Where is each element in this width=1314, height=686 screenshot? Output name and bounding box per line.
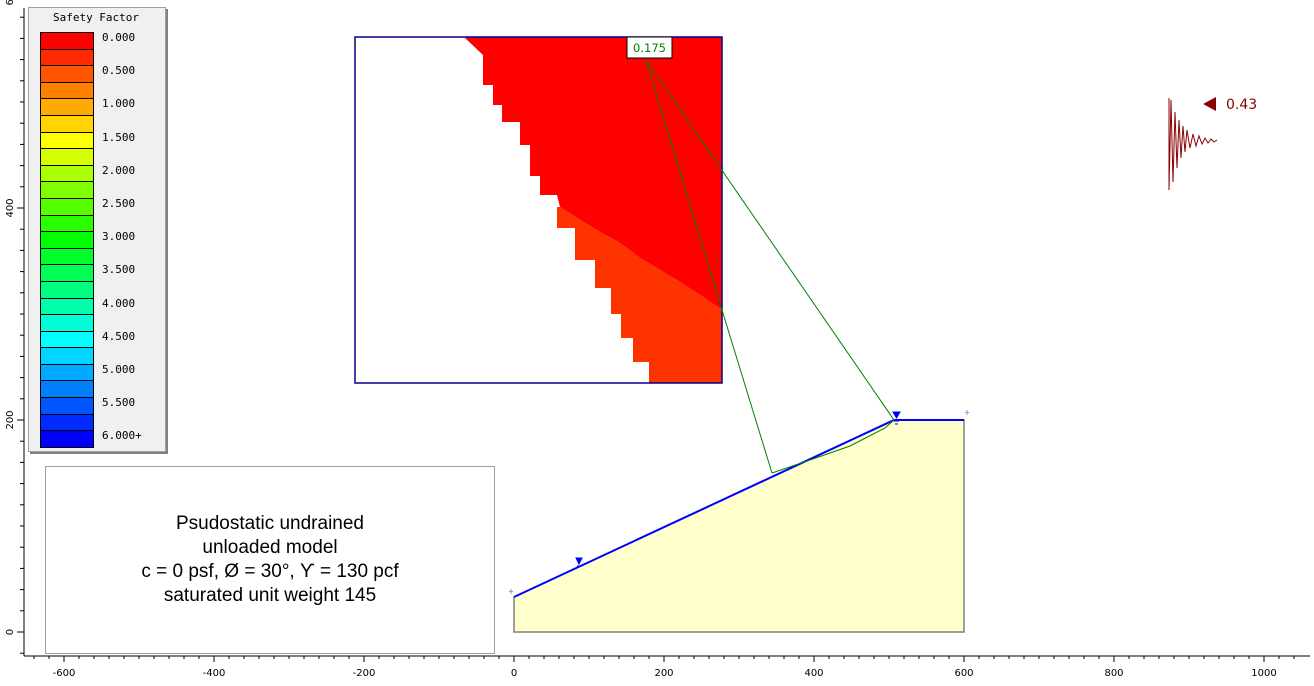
x-tick-label: -400 [203, 668, 226, 679]
legend-swatch [41, 82, 93, 100]
legend-swatch [41, 364, 93, 382]
legend-label: 5.000 [102, 363, 136, 376]
safety-factor-legend: Safety Factor 0.000 0.500 1.000 1.500 2.000 2… [28, 7, 166, 452]
seismic-arrow-icon [1203, 97, 1216, 111]
legend-label: 0.500 [102, 64, 136, 78]
legend-label: 4.000 [102, 296, 136, 310]
seismic-coefficient-label: 0.43 [1226, 97, 1257, 113]
zoom-connector-line [645, 59, 895, 421]
legend-swatch [41, 265, 93, 282]
legend-swatch [41, 165, 93, 183]
x-tick-label: 600 [954, 668, 973, 679]
legend-label: 4.500 [102, 329, 136, 343]
legend-swatch [41, 398, 93, 415]
zoom-region-high-fs [464, 37, 722, 310]
legend-swatch [41, 132, 93, 150]
legend-label: 2.000 [102, 163, 136, 177]
legend-swatch [41, 348, 93, 365]
zoom-connector-line [721, 309, 773, 474]
legend-swatch [41, 298, 93, 316]
legend-label: 5.500 [102, 396, 136, 410]
legend-swatch [41, 381, 93, 399]
water-table-marker-icon [575, 557, 583, 567]
safety-factor-label-box[interactable] [626, 36, 673, 59]
bottom-axis: -600 -400 -200 0 200 400 600 800 1000 [24, 655, 1310, 679]
x-tick-label: 1000 [1251, 668, 1276, 679]
zoom-region-low-fs [557, 207, 722, 383]
legend-swatch [41, 315, 93, 332]
description-line: Psudostatic undrained [175, 513, 364, 534]
legend-label: 6.000+ [102, 429, 142, 443]
legend-swatch [41, 281, 93, 299]
legend-swatch [41, 215, 93, 233]
description-line: saturated unit weight 145 [163, 585, 377, 606]
left-boundary-marker-icon [509, 589, 513, 594]
zoom-inset[interactable] [354, 36, 723, 384]
legend-swatch [41, 414, 93, 432]
legend-swatch [41, 33, 93, 50]
legend-swatch [41, 149, 93, 166]
x-tick-label: 400 [804, 668, 823, 679]
legend-label: 1.000 [102, 97, 136, 111]
legend-swatch [41, 99, 93, 116]
legend-color-bar [40, 32, 94, 448]
legend-swatch [41, 248, 93, 266]
slip-surface[interactable] [771, 419, 895, 474]
crest-water-marker-icon [892, 411, 901, 425]
description-line: c = 0 psf, Ø = 30°, ϒ = 130 pcf [141, 561, 399, 582]
legend-swatch [41, 115, 93, 133]
x-tick-label: 0 [511, 668, 517, 679]
legend-swatch [41, 66, 93, 83]
legend-label: 3.500 [102, 263, 136, 277]
legend-swatch [41, 198, 93, 216]
y-tick-label: 200 [5, 410, 16, 429]
legend-swatch [41, 331, 93, 349]
y-tick-label: 400 [5, 198, 16, 217]
legend-label: 3.000 [102, 230, 136, 244]
right-boundary-marker-icon [965, 410, 969, 415]
legend-label: 2.500 [102, 197, 136, 210]
legend-label: 0.000 [102, 31, 136, 44]
model-description-box: Psudostatic undrained unloaded model c =… [45, 466, 495, 654]
x-tick-label: -200 [353, 668, 376, 679]
legend-title: Safety Factor [52, 11, 140, 24]
legend-label: 1.500 [102, 130, 136, 144]
slope-body[interactable] [513, 419, 965, 633]
safety-factor-label: 0.175 [633, 41, 666, 55]
legend-swatch [41, 431, 93, 448]
y-tick-label: 600 [5, 0, 16, 6]
x-tick-label: -600 [53, 668, 76, 679]
legend-swatch [41, 49, 93, 67]
zoom-connector-line [645, 59, 723, 311]
x-tick-label: 200 [654, 668, 673, 679]
y-tick-label: 0 [5, 629, 16, 635]
seismic-load-indicator[interactable]: 0.43 [1168, 97, 1257, 191]
x-tick-label: 800 [1104, 668, 1123, 679]
description-line: unloaded model [202, 537, 338, 558]
seismic-waveform-icon [1168, 98, 1218, 191]
legend-swatch [41, 232, 93, 249]
legend-swatch [41, 182, 93, 199]
